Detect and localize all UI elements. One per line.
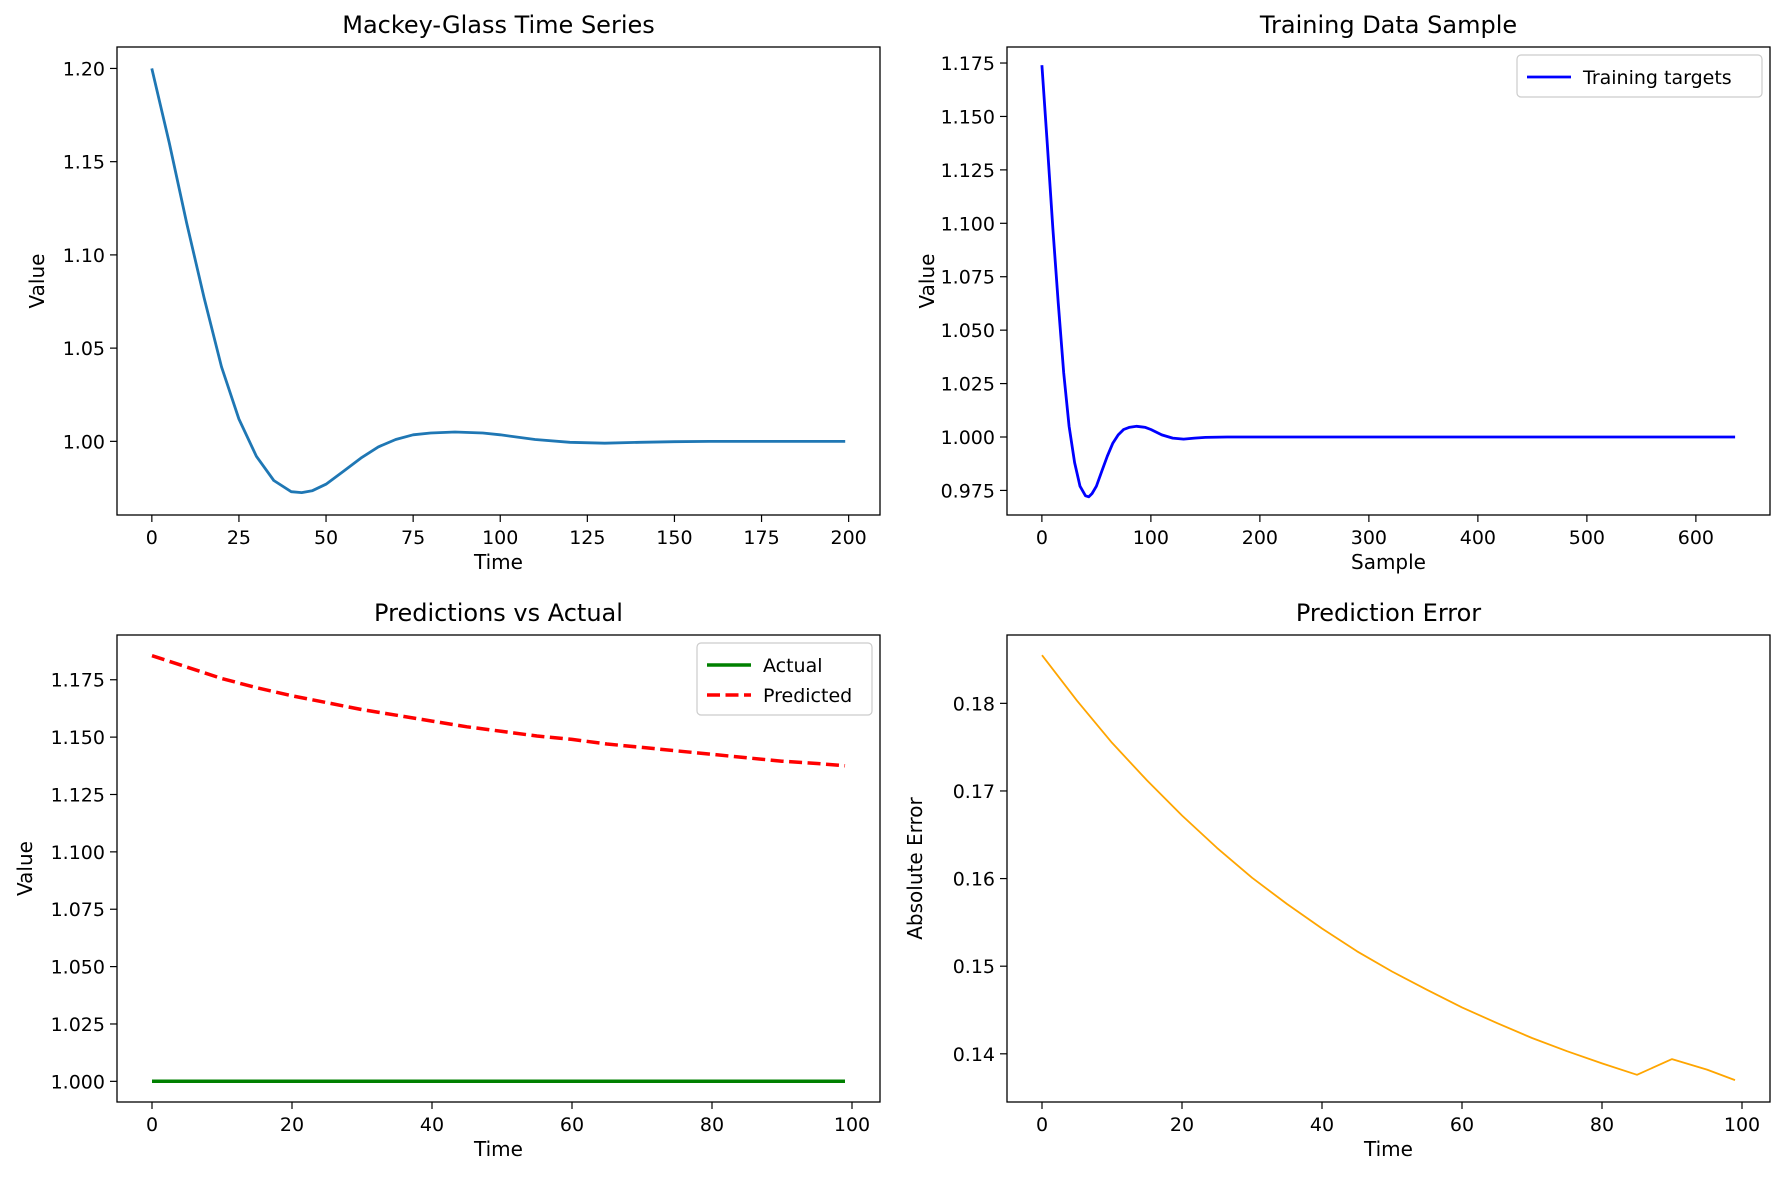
y-tick-label: 1.125 xyxy=(941,160,995,182)
x-tick-label: 80 xyxy=(1590,1114,1614,1136)
x-tick-label: 300 xyxy=(1351,527,1387,549)
series-line-1 xyxy=(150,68,846,495)
x-tick-label: 50 xyxy=(314,527,338,549)
y-tick-label: 1.075 xyxy=(941,267,995,289)
axes-frame xyxy=(116,634,881,1103)
y-tick-label: 1.175 xyxy=(941,53,995,75)
x-tick-label: 125 xyxy=(569,527,605,549)
x-tick-label: 0 xyxy=(146,1114,158,1136)
x-tick-label: 600 xyxy=(1678,527,1714,549)
x-axis-label: Time xyxy=(1363,1137,1413,1161)
x-tick-label: 25 xyxy=(227,527,251,549)
x-tick-label: 40 xyxy=(1310,1114,1334,1136)
y-tick-label: 1.000 xyxy=(941,427,995,449)
chart-title: Training Data Sample xyxy=(1259,11,1517,39)
y-axis-label: Value xyxy=(25,254,49,309)
x-tick-label: 40 xyxy=(420,1114,444,1136)
y-tick-label: 1.10 xyxy=(63,245,105,267)
y-tick-label: 1.00 xyxy=(63,431,105,453)
y-tick-label: 1.15 xyxy=(63,152,105,174)
legend-box xyxy=(1516,54,1763,98)
y-tick-label: 1.150 xyxy=(941,106,995,128)
x-tick-label: 100 xyxy=(834,1114,870,1136)
x-tick-label: 20 xyxy=(280,1114,304,1136)
y-tick-label: 1.100 xyxy=(941,213,995,235)
x-tick-label: 400 xyxy=(1460,527,1496,549)
x-tick-label: 0 xyxy=(1036,1114,1048,1136)
axes-frame xyxy=(1006,46,1771,516)
y-tick-label: 0.17 xyxy=(953,781,995,803)
y-tick-label: 0.16 xyxy=(953,869,995,891)
y-tick-label: 1.150 xyxy=(51,727,105,749)
subplot-2: Training Data Sample 0 100 200 300 400 500 600 0… xyxy=(915,11,1771,574)
y-tick-label: 0.18 xyxy=(953,693,995,715)
series-line-1 xyxy=(1040,65,1736,499)
x-tick-label: 200 xyxy=(1242,527,1278,549)
y-tick-label: 1.000 xyxy=(51,1071,105,1093)
legend-box xyxy=(696,642,873,716)
y-axis-label: Absolute Error xyxy=(903,796,927,939)
axes-frame xyxy=(1006,634,1771,1103)
subplot-3: Predictions vs Actual 0 20 40 60 80 100 1.000 1.… xyxy=(13,599,881,1161)
chart-title: Prediction Error xyxy=(1296,599,1481,627)
y-tick-label: 1.05 xyxy=(63,338,105,360)
subplot-1: Mackey-Glass Time Series 0 25 50 75 100 125 150… xyxy=(25,11,881,574)
x-tick-label: 60 xyxy=(560,1114,584,1136)
x-tick-label: 500 xyxy=(1569,527,1605,549)
x-tick-label: 80 xyxy=(700,1114,724,1136)
y-tick-label: 0.15 xyxy=(953,956,995,978)
y-axis-label: Value xyxy=(915,254,939,309)
x-tick-label: 75 xyxy=(401,527,425,549)
y-tick-label: 1.025 xyxy=(51,1014,105,1036)
y-tick-label: 0.975 xyxy=(941,480,995,502)
legend-label: Training targets xyxy=(1582,67,1732,89)
y-tick-label: 1.20 xyxy=(63,58,105,80)
series-line-1 xyxy=(1041,654,1736,1081)
x-axis-label: Sample xyxy=(1351,550,1426,574)
x-tick-label: 100 xyxy=(1133,527,1169,549)
legend-label: Predicted xyxy=(763,685,852,707)
y-tick-label: 1.050 xyxy=(941,320,995,342)
chart-title: Predictions vs Actual xyxy=(374,599,623,627)
x-tick-label: 100 xyxy=(482,527,518,549)
x-tick-label: 0 xyxy=(1036,527,1048,549)
x-tick-label: 100 xyxy=(1724,1114,1760,1136)
x-tick-label: 200 xyxy=(831,527,867,549)
x-tick-label: 0 xyxy=(146,527,158,549)
y-tick-label: 1.175 xyxy=(51,670,105,692)
series-line-2 xyxy=(151,654,846,768)
y-tick-label: 1.125 xyxy=(51,784,105,806)
chart-title: Mackey-Glass Time Series xyxy=(342,11,655,39)
y-tick-label: 1.075 xyxy=(51,899,105,921)
x-axis-label: Time xyxy=(473,1137,523,1161)
x-tick-label: 175 xyxy=(743,527,779,549)
y-tick-label: 1.100 xyxy=(51,842,105,864)
x-tick-label: 150 xyxy=(656,527,692,549)
y-tick-label: 1.025 xyxy=(941,374,995,396)
legend-label: Actual xyxy=(763,655,823,677)
y-tick-label: 0.14 xyxy=(953,1044,995,1066)
y-tick-label: 1.050 xyxy=(51,957,105,979)
x-tick-label: 60 xyxy=(1450,1114,1474,1136)
axes-frame xyxy=(116,46,881,516)
x-axis-label: Time xyxy=(473,550,523,574)
subplot-4: Prediction Error 0 20 40 60 80 100 0.14 0.15 0.16… xyxy=(903,599,1771,1161)
x-tick-label: 20 xyxy=(1170,1114,1194,1136)
y-axis-label: Value xyxy=(13,841,37,896)
